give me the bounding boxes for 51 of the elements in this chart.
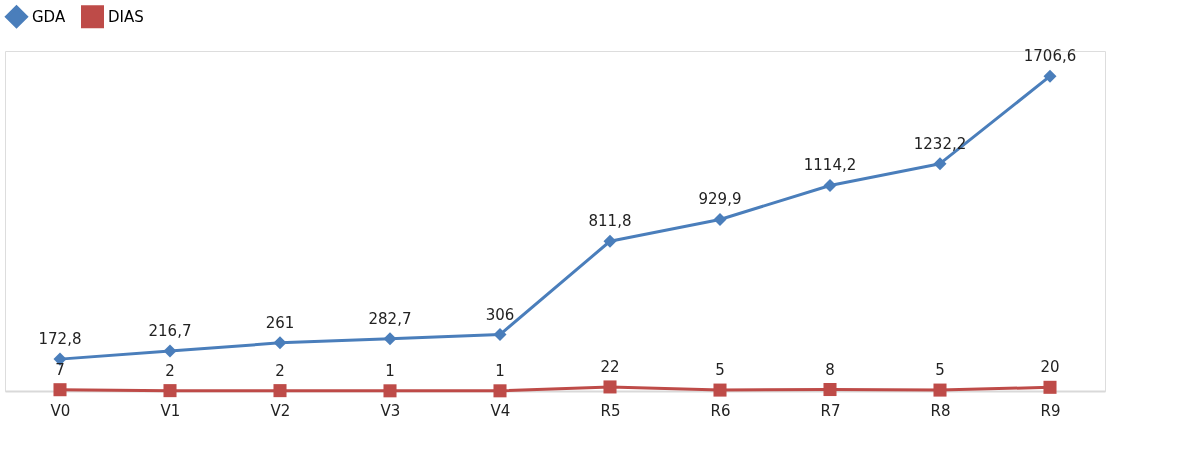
- point: [493, 328, 507, 342]
- point: [53, 383, 67, 397]
- x-tick-label: R5: [600, 401, 621, 420]
- x-tick-label: V4: [490, 401, 511, 420]
- data-label: 216,7: [148, 322, 192, 341]
- x-tick-label: R6: [710, 401, 731, 420]
- data-label: 1: [385, 361, 395, 380]
- point: [713, 383, 727, 397]
- data-label: 929,9: [698, 190, 742, 209]
- legend-label: DIAS: [108, 7, 144, 26]
- data-label: 1: [495, 361, 505, 380]
- point: [933, 157, 947, 171]
- point: [823, 178, 837, 192]
- point: [163, 344, 177, 358]
- data-label: 172,8: [38, 330, 82, 349]
- data-label: 2: [275, 361, 285, 380]
- data-label: 7: [55, 360, 65, 379]
- point: [1043, 69, 1057, 83]
- point: [603, 234, 617, 248]
- point: [493, 384, 507, 398]
- x-tick-label: R7: [820, 401, 841, 420]
- data-label: 306: [485, 305, 515, 324]
- x-tick-label: V0: [50, 401, 71, 420]
- point: [603, 380, 617, 394]
- data-label: 282,7: [368, 309, 412, 328]
- point: [383, 332, 397, 346]
- point: [933, 383, 947, 397]
- legend-label: GDA: [32, 7, 66, 26]
- point: [273, 384, 287, 398]
- data-label: 5: [935, 361, 945, 380]
- point: [383, 384, 397, 398]
- data-label: 22: [600, 357, 620, 376]
- point: [273, 336, 287, 350]
- data-label: 811,8: [588, 212, 632, 231]
- x-tick-label: R8: [930, 401, 951, 420]
- point: [163, 384, 177, 398]
- data-label: 1706,6: [1023, 47, 1077, 66]
- x-tick-label: V2: [270, 401, 291, 420]
- data-label: 5: [715, 361, 725, 380]
- point: [823, 383, 837, 397]
- data-label: 20: [1040, 358, 1060, 377]
- x-tick-label: R9: [1040, 401, 1061, 420]
- point: [713, 212, 727, 226]
- x-tick-label: V3: [380, 401, 401, 420]
- data-label: 8: [825, 360, 835, 379]
- point: [1043, 380, 1057, 394]
- x-tick-label: V1: [160, 401, 181, 420]
- data-label: 1114,2: [803, 156, 857, 175]
- data-label: 2: [165, 361, 175, 380]
- data-label: 261: [265, 313, 295, 332]
- data-label: 1232,2: [913, 134, 967, 153]
